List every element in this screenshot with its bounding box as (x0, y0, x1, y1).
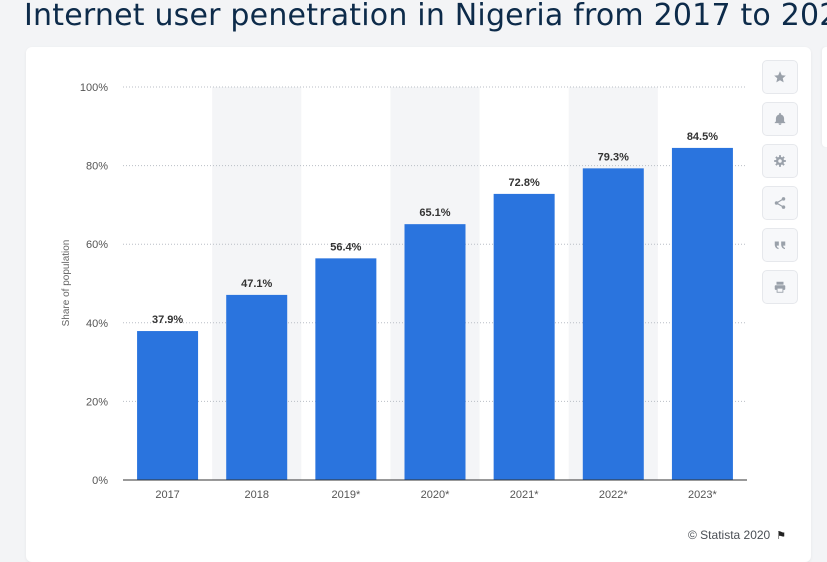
bar (137, 331, 199, 480)
gear-icon (774, 155, 786, 167)
x-tick-label: 2021* (510, 489, 539, 501)
bar (671, 147, 733, 481)
data-label: 84.5% (687, 131, 718, 143)
y-tick-label: 0% (92, 475, 108, 487)
adjacent-panel-edge (822, 47, 827, 147)
footer-credit: © Statista 2020 ⚑ (688, 528, 786, 542)
y-tick-label: 60% (86, 239, 108, 251)
y-tick-label: 100% (80, 82, 108, 94)
cite-button[interactable] (762, 228, 798, 262)
y-axis-title: Share of population (61, 240, 72, 327)
data-label: 47.1% (241, 278, 272, 290)
print-button[interactable] (762, 270, 798, 304)
statista-credit[interactable]: © Statista 2020 (688, 528, 771, 542)
bar (226, 294, 288, 480)
star-icon (774, 71, 786, 83)
x-tick-label: 2017 (155, 489, 179, 501)
share-button[interactable] (762, 186, 798, 220)
share-icon (774, 197, 786, 209)
bar (315, 258, 377, 480)
print-icon (774, 281, 786, 293)
page-title: Internet user penetration in Nigeria fro… (24, 0, 827, 33)
settings-button[interactable] (762, 144, 798, 178)
data-label: 37.9% (152, 314, 183, 326)
flag-icon[interactable]: ⚑ (776, 530, 787, 542)
bar (493, 193, 555, 480)
quote-icon (774, 241, 786, 250)
y-tick-label: 80% (86, 161, 108, 173)
data-label: 65.1% (419, 207, 450, 219)
x-tick-label: 2018 (244, 489, 268, 501)
data-label: 79.3% (598, 151, 629, 163)
x-tick-label: 2023* (688, 489, 717, 501)
bar (404, 224, 466, 480)
x-tick-label: 2019* (331, 489, 360, 501)
data-label: 72.8% (509, 177, 540, 189)
notification-button[interactable] (762, 102, 798, 136)
y-tick-label: 20% (86, 396, 108, 408)
bar (582, 168, 644, 480)
favorite-button[interactable] (762, 60, 798, 94)
bell-icon (774, 112, 786, 125)
data-label: 56.4% (330, 241, 361, 253)
x-tick-label: 2020* (421, 489, 450, 501)
x-tick-label: 2022* (599, 489, 628, 501)
y-tick-label: 40% (86, 318, 108, 330)
